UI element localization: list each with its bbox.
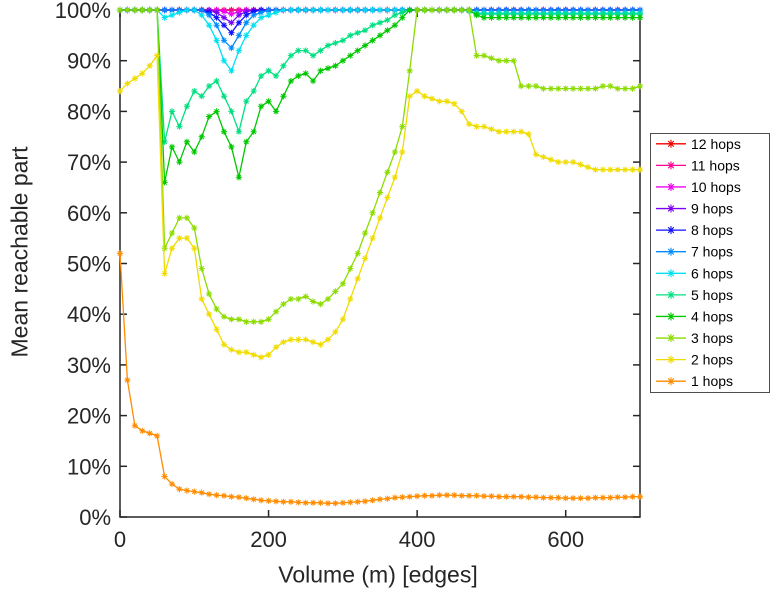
legend-marker-7-hops (667, 247, 675, 256)
series-markers-1-hops (116, 250, 644, 507)
x-tick-label: 200 (250, 527, 287, 552)
series-line-5-hops (120, 9, 640, 142)
legend-marker-12-hops (667, 139, 675, 148)
y-tick-label: 10% (67, 454, 111, 479)
legend-marker-6-hops (667, 269, 675, 278)
x-tick-label: 600 (547, 527, 584, 552)
y-tick-label: 30% (67, 353, 111, 378)
legend-marker-1-hops (667, 377, 675, 386)
legend-marker-2-hops (667, 355, 675, 364)
x-axis-label: Volume (m) [edges] (278, 561, 478, 588)
x-tick-label: 400 (399, 527, 436, 552)
legend-label-3-hops: 3 hops (691, 330, 733, 346)
legend-marker-11-hops (667, 161, 675, 170)
legend-label-2-hops: 2 hops (691, 352, 733, 368)
series-markers-3-hops (116, 6, 644, 325)
y-tick-label: 90% (67, 49, 111, 74)
y-tick-label: 60% (67, 201, 111, 226)
legend-label-10-hops: 10 hops (691, 179, 741, 195)
legend-label-1-hops: 1 hops (691, 373, 733, 389)
legend-label-8-hops: 8 hops (691, 222, 733, 238)
legend-label-4-hops: 4 hops (691, 308, 733, 324)
series-markers-2-hops (116, 52, 644, 361)
legend-label-11-hops: 11 hops (691, 157, 740, 173)
y-tick-label: 0% (79, 505, 111, 530)
y-tick-label: 100% (55, 0, 111, 23)
plot-box (119, 9, 641, 518)
y-axis-label: Mean reachable part (6, 146, 33, 358)
legend-label-5-hops: 5 hops (691, 287, 733, 303)
x-tick-label: 0 (114, 527, 126, 552)
series-markers-4-hops (116, 6, 644, 186)
legend-marker-8-hops (667, 226, 675, 235)
legend-label-12-hops: 12 hops (691, 136, 741, 152)
y-tick-label: 20% (67, 404, 111, 429)
y-tick-label: 80% (67, 99, 111, 124)
series-line-7-hops (120, 9, 640, 50)
legend-marker-9-hops (667, 204, 675, 213)
legend-marker-3-hops (667, 334, 675, 342)
legend-box (650, 133, 770, 393)
y-tick-label: 70% (67, 150, 111, 175)
series-markers-5-hops (116, 6, 644, 145)
series-line-6-hops (120, 9, 640, 73)
y-tick-label: 40% (67, 302, 111, 327)
legend-label-7-hops: 7 hops (691, 244, 733, 260)
legend-label-6-hops: 6 hops (691, 265, 733, 281)
legend-marker-4-hops (667, 312, 675, 321)
legend-marker-10-hops (667, 183, 675, 191)
legend-marker-5-hops (667, 290, 675, 299)
series-line-1-hops (119, 253, 640, 504)
series-line-2-hops (119, 53, 640, 358)
legend-label-9-hops: 9 hops (691, 201, 733, 217)
y-tick-label: 50% (67, 252, 111, 277)
